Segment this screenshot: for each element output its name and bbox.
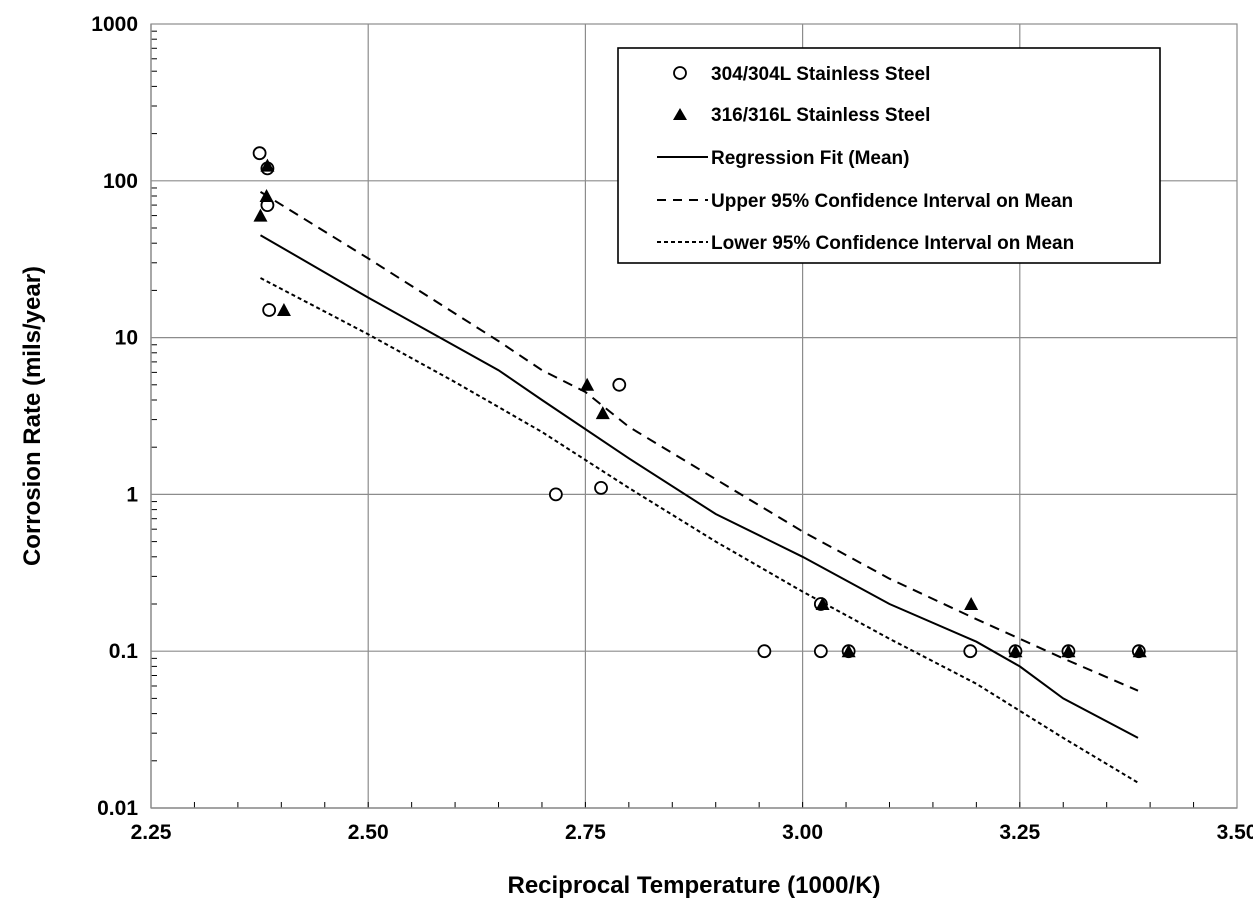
x-tick-label: 3.50 <box>1217 821 1253 844</box>
lower-ci-line <box>260 277 1139 784</box>
legend-marker-circle-open <box>673 66 687 80</box>
point-304 <box>813 644 828 659</box>
x-tick-label: 3.00 <box>782 821 823 844</box>
legend-entry-304: 304/304L Stainless Steel <box>673 64 930 85</box>
y-tick-label: 10 <box>115 327 138 350</box>
point-316 <box>253 208 268 222</box>
legend: 304/304L Stainless Steel 316/316L Stainl… <box>617 47 1161 264</box>
point-316 <box>580 377 595 391</box>
point-304 <box>594 481 608 495</box>
legend-label: Regression Fit (Mean) <box>711 148 909 169</box>
legend-box <box>617 47 1161 264</box>
legend-label: Lower 95% Confidence Interval on Mean <box>711 233 1074 254</box>
y-tick-label: 0.1 <box>109 640 139 663</box>
point-304 <box>612 377 627 392</box>
x-axis-title: Reciprocal Temperature (1000/K) <box>507 872 880 899</box>
point-304 <box>757 644 772 659</box>
x-tick-label: 2.50 <box>348 821 389 844</box>
point-304 <box>252 146 267 161</box>
legend-label: 316/316L Stainless Steel <box>711 105 930 126</box>
legend-marker-triangle <box>673 108 687 120</box>
point-304 <box>548 487 563 502</box>
point-316 <box>276 302 291 316</box>
point-316 <box>964 596 979 610</box>
point-316 <box>815 596 830 610</box>
point-316 <box>1061 644 1076 658</box>
point-316 <box>260 158 275 172</box>
y-tick-label: 1 <box>126 483 138 506</box>
x-tick-label: 2.25 <box>131 821 172 844</box>
legend-entry-316: 316/316L Stainless Steel <box>673 105 930 126</box>
point-316 <box>259 188 274 202</box>
series-layer <box>252 146 1147 784</box>
point-316 <box>595 406 610 420</box>
legend-entry-lower-ci: Lower 95% Confidence Interval on Mean <box>657 233 1074 254</box>
x-tick-label: 2.75 <box>565 821 606 844</box>
legend-label: Upper 95% Confidence Interval on Mean <box>711 191 1073 212</box>
point-316 <box>1008 644 1023 658</box>
x-tick-label: 3.25 <box>999 821 1040 844</box>
y-tick-label: 100 <box>103 170 138 193</box>
regression-line <box>259 234 1139 739</box>
y-axis-title: Corrosion Rate (mils/year) <box>19 266 46 566</box>
y-tick-label: 0.01 <box>97 797 138 820</box>
point-304 <box>262 303 277 317</box>
legend-label: 304/304L Stainless Steel <box>711 64 930 85</box>
point-304 <box>963 644 978 659</box>
legend-entry-regression: Regression Fit (Mean) <box>657 148 909 169</box>
legend-entry-upper-ci: Upper 95% Confidence Interval on Mean <box>657 191 1073 212</box>
upper-ci-line <box>259 191 1139 692</box>
point-316 <box>841 644 856 658</box>
point-316 <box>1132 644 1147 658</box>
tick-labels: 2.25 2.50 2.75 3.00 3.25 3.50 0.01 0.1 1 10 100 100… <box>91 13 1253 844</box>
y-tick-label: 1000 <box>91 13 138 36</box>
